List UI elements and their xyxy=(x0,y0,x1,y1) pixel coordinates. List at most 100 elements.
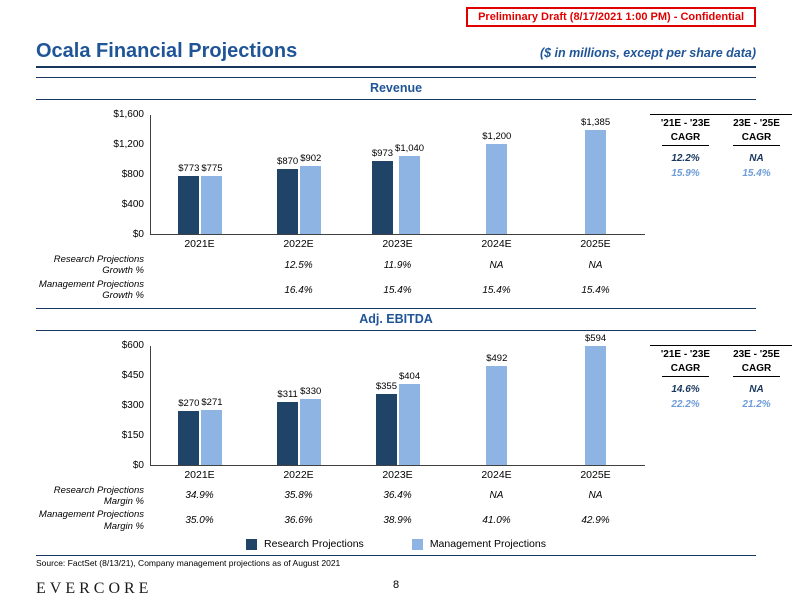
cagr-value: 14.6% xyxy=(671,383,700,395)
ebitda-section-title: Adj. EBITDA xyxy=(359,311,433,326)
research-bar xyxy=(277,402,299,465)
management-bar xyxy=(486,144,508,234)
bar-value-label: $492 xyxy=(486,353,508,365)
category-group-2023E: $355 $404 xyxy=(349,346,448,465)
stat-row-label: Management Projections Growth % xyxy=(36,279,150,302)
research-bar xyxy=(178,176,200,234)
stat-value: 15.4% xyxy=(383,284,412,296)
x-tick-label: 2021E xyxy=(184,238,215,250)
management-bar xyxy=(201,175,223,234)
legend-label-management: Management Projections xyxy=(429,538,546,551)
cagr-col-1: '21E - '23E CAGR xyxy=(650,348,721,377)
page-title: Ocala Financial Projections xyxy=(36,40,298,62)
management-bar xyxy=(300,398,322,465)
category-group-2023E: $973 $1,040 xyxy=(349,115,448,234)
bar-group: $330 xyxy=(300,386,321,465)
x-tick-label: 2022E xyxy=(283,238,314,250)
bar-value-label: $311 xyxy=(277,389,298,401)
bar-group: $1,385 xyxy=(581,117,610,234)
y-tick-label: $150 xyxy=(121,429,144,441)
ebitda-bar-chart: $0 $150 $300 $450 $600 $270 $271 $311 $330 $355 $… xyxy=(36,331,645,482)
stat-row-label: Management Projections Margin % xyxy=(36,509,150,532)
bar-group: $775 xyxy=(201,163,223,234)
stat-value: 15.4% xyxy=(482,284,511,296)
bar-group: $270 xyxy=(178,398,199,465)
bar-group: $492 xyxy=(486,353,508,465)
category-group-2025E: $1,385 xyxy=(546,115,645,234)
stat-row: Research Projections Growth % 12.5% 11.9% NA… xyxy=(36,254,792,277)
bar-group: $271 xyxy=(201,397,223,465)
stat-label-line1: Management Projections xyxy=(38,278,144,290)
stat-value: 35.0% xyxy=(185,515,214,527)
management-bar xyxy=(399,156,421,234)
cagr-value: NA xyxy=(749,153,764,164)
cagr-col-2: 23E - '25E CAGR xyxy=(721,117,792,146)
management-bar xyxy=(486,366,508,465)
stat-value: 15.4% xyxy=(581,284,610,296)
bar-group: $902 xyxy=(300,153,321,234)
ebitda-x-axis: 2021E 2022E 2023E 2024E 2025E xyxy=(150,466,645,482)
stat-row: Management Projections Margin % 35.0% 36.6%… xyxy=(36,509,792,532)
research-bar xyxy=(375,393,397,465)
bar-value-label: $330 xyxy=(300,385,322,397)
bar-value-label: $270 xyxy=(178,397,200,409)
y-tick-label: $300 xyxy=(121,399,144,411)
y-tick-label: $1,600 xyxy=(113,109,144,120)
revenue-bar-chart: $0 $400 $800 $1,200 $1,600 $773 $775 $870 $902 $… xyxy=(36,100,645,251)
cagr-col-1-header: '21E - '23E xyxy=(660,118,711,129)
bar-group: $1,200 xyxy=(482,131,511,234)
stat-value: NA xyxy=(489,490,504,502)
x-tick-label: 2025E xyxy=(580,238,611,250)
cagr-value: 12.2% xyxy=(671,153,700,164)
evercore-logo: EVERCORE xyxy=(36,580,153,597)
cagr-value: 21.2% xyxy=(742,398,771,410)
ebitda-y-axis: $0 $150 $300 $450 $600 xyxy=(36,340,150,470)
revenue-cagr-table: '21E - '23E CAGR 23E - '25E CAGR 12.2% NA… xyxy=(650,100,792,251)
bar-group: $773 xyxy=(178,163,199,234)
category-group-2024E: $492 xyxy=(447,346,546,465)
bar-value-label: $870 xyxy=(277,155,299,167)
legend-item-research: Research Projections xyxy=(246,538,364,550)
cagr-col-2-header: 23E - '25E xyxy=(733,348,780,360)
bar-value-label: $1,200 xyxy=(482,131,512,142)
stat-value: 36.4% xyxy=(383,490,412,502)
bar-value-label: $773 xyxy=(178,163,200,175)
cagr-col-2: 23E - '25E CAGR xyxy=(721,348,792,377)
management-bar xyxy=(300,166,322,234)
cagr-value: NA xyxy=(749,383,764,395)
bar-value-label: $271 xyxy=(201,397,223,409)
bar-value-label: $973 xyxy=(371,148,394,160)
stat-row: Management Projections Growth % 16.4% 15.4%… xyxy=(36,279,792,302)
category-group-2022E: $870 $902 xyxy=(250,115,349,234)
revenue-growth-rows: Research Projections Growth % 12.5% 11.9% NA… xyxy=(36,254,792,302)
management-bar xyxy=(201,410,223,465)
bar-group: $1,040 xyxy=(395,143,424,234)
y-tick-label: $800 xyxy=(121,169,144,180)
management-bar xyxy=(585,130,607,234)
cagr-value: 15.4% xyxy=(742,168,771,179)
research-bar xyxy=(371,161,393,234)
stat-values: 34.9% 35.8% 36.4% NA NA xyxy=(150,490,645,501)
cagr-col-1-subheader-wrap: CAGR xyxy=(650,130,721,146)
cagr-value: 22.2% xyxy=(671,398,700,410)
stat-value: 12.5% xyxy=(284,259,313,271)
stat-value: 38.9% xyxy=(383,515,412,527)
management-swatch-icon xyxy=(411,538,423,550)
category-group-2021E: $270 $271 xyxy=(151,346,250,465)
cagr-col-2-subheader: CAGR xyxy=(732,362,781,377)
stat-value: NA xyxy=(489,259,504,271)
revenue-y-axis: $0 $400 $800 $1,200 $1,600 xyxy=(36,110,150,240)
ebitda-cagr-headers: '21E - '23E CAGR 23E - '25E CAGR xyxy=(650,344,792,377)
y-tick-label: $1,200 xyxy=(113,139,144,150)
ebitda-cagr-values: 14.6% NA 22.2% 21.2% xyxy=(650,383,792,411)
revenue-section-title: Revenue xyxy=(369,81,423,95)
stat-values: 35.0% 36.6% 38.9% 41.0% 42.9% xyxy=(150,515,645,526)
y-tick-label: $400 xyxy=(121,199,144,210)
ebitda-chart-row: $0 $150 $300 $450 $600 $270 $271 $311 $330 $355 $… xyxy=(36,331,792,482)
ebitda-cagr-table: '21E - '23E CAGR 23E - '25E CAGR 14.6% NA… xyxy=(650,331,792,482)
cagr-col-2-subheader: CAGR xyxy=(732,131,781,146)
stat-values: 12.5% 11.9% NA NA xyxy=(150,260,645,271)
research-bar xyxy=(178,410,200,465)
source-note: Source: FactSet (8/13/21), Company manag… xyxy=(36,558,341,569)
header: Ocala Financial Projections ($ in millio… xyxy=(36,40,756,63)
